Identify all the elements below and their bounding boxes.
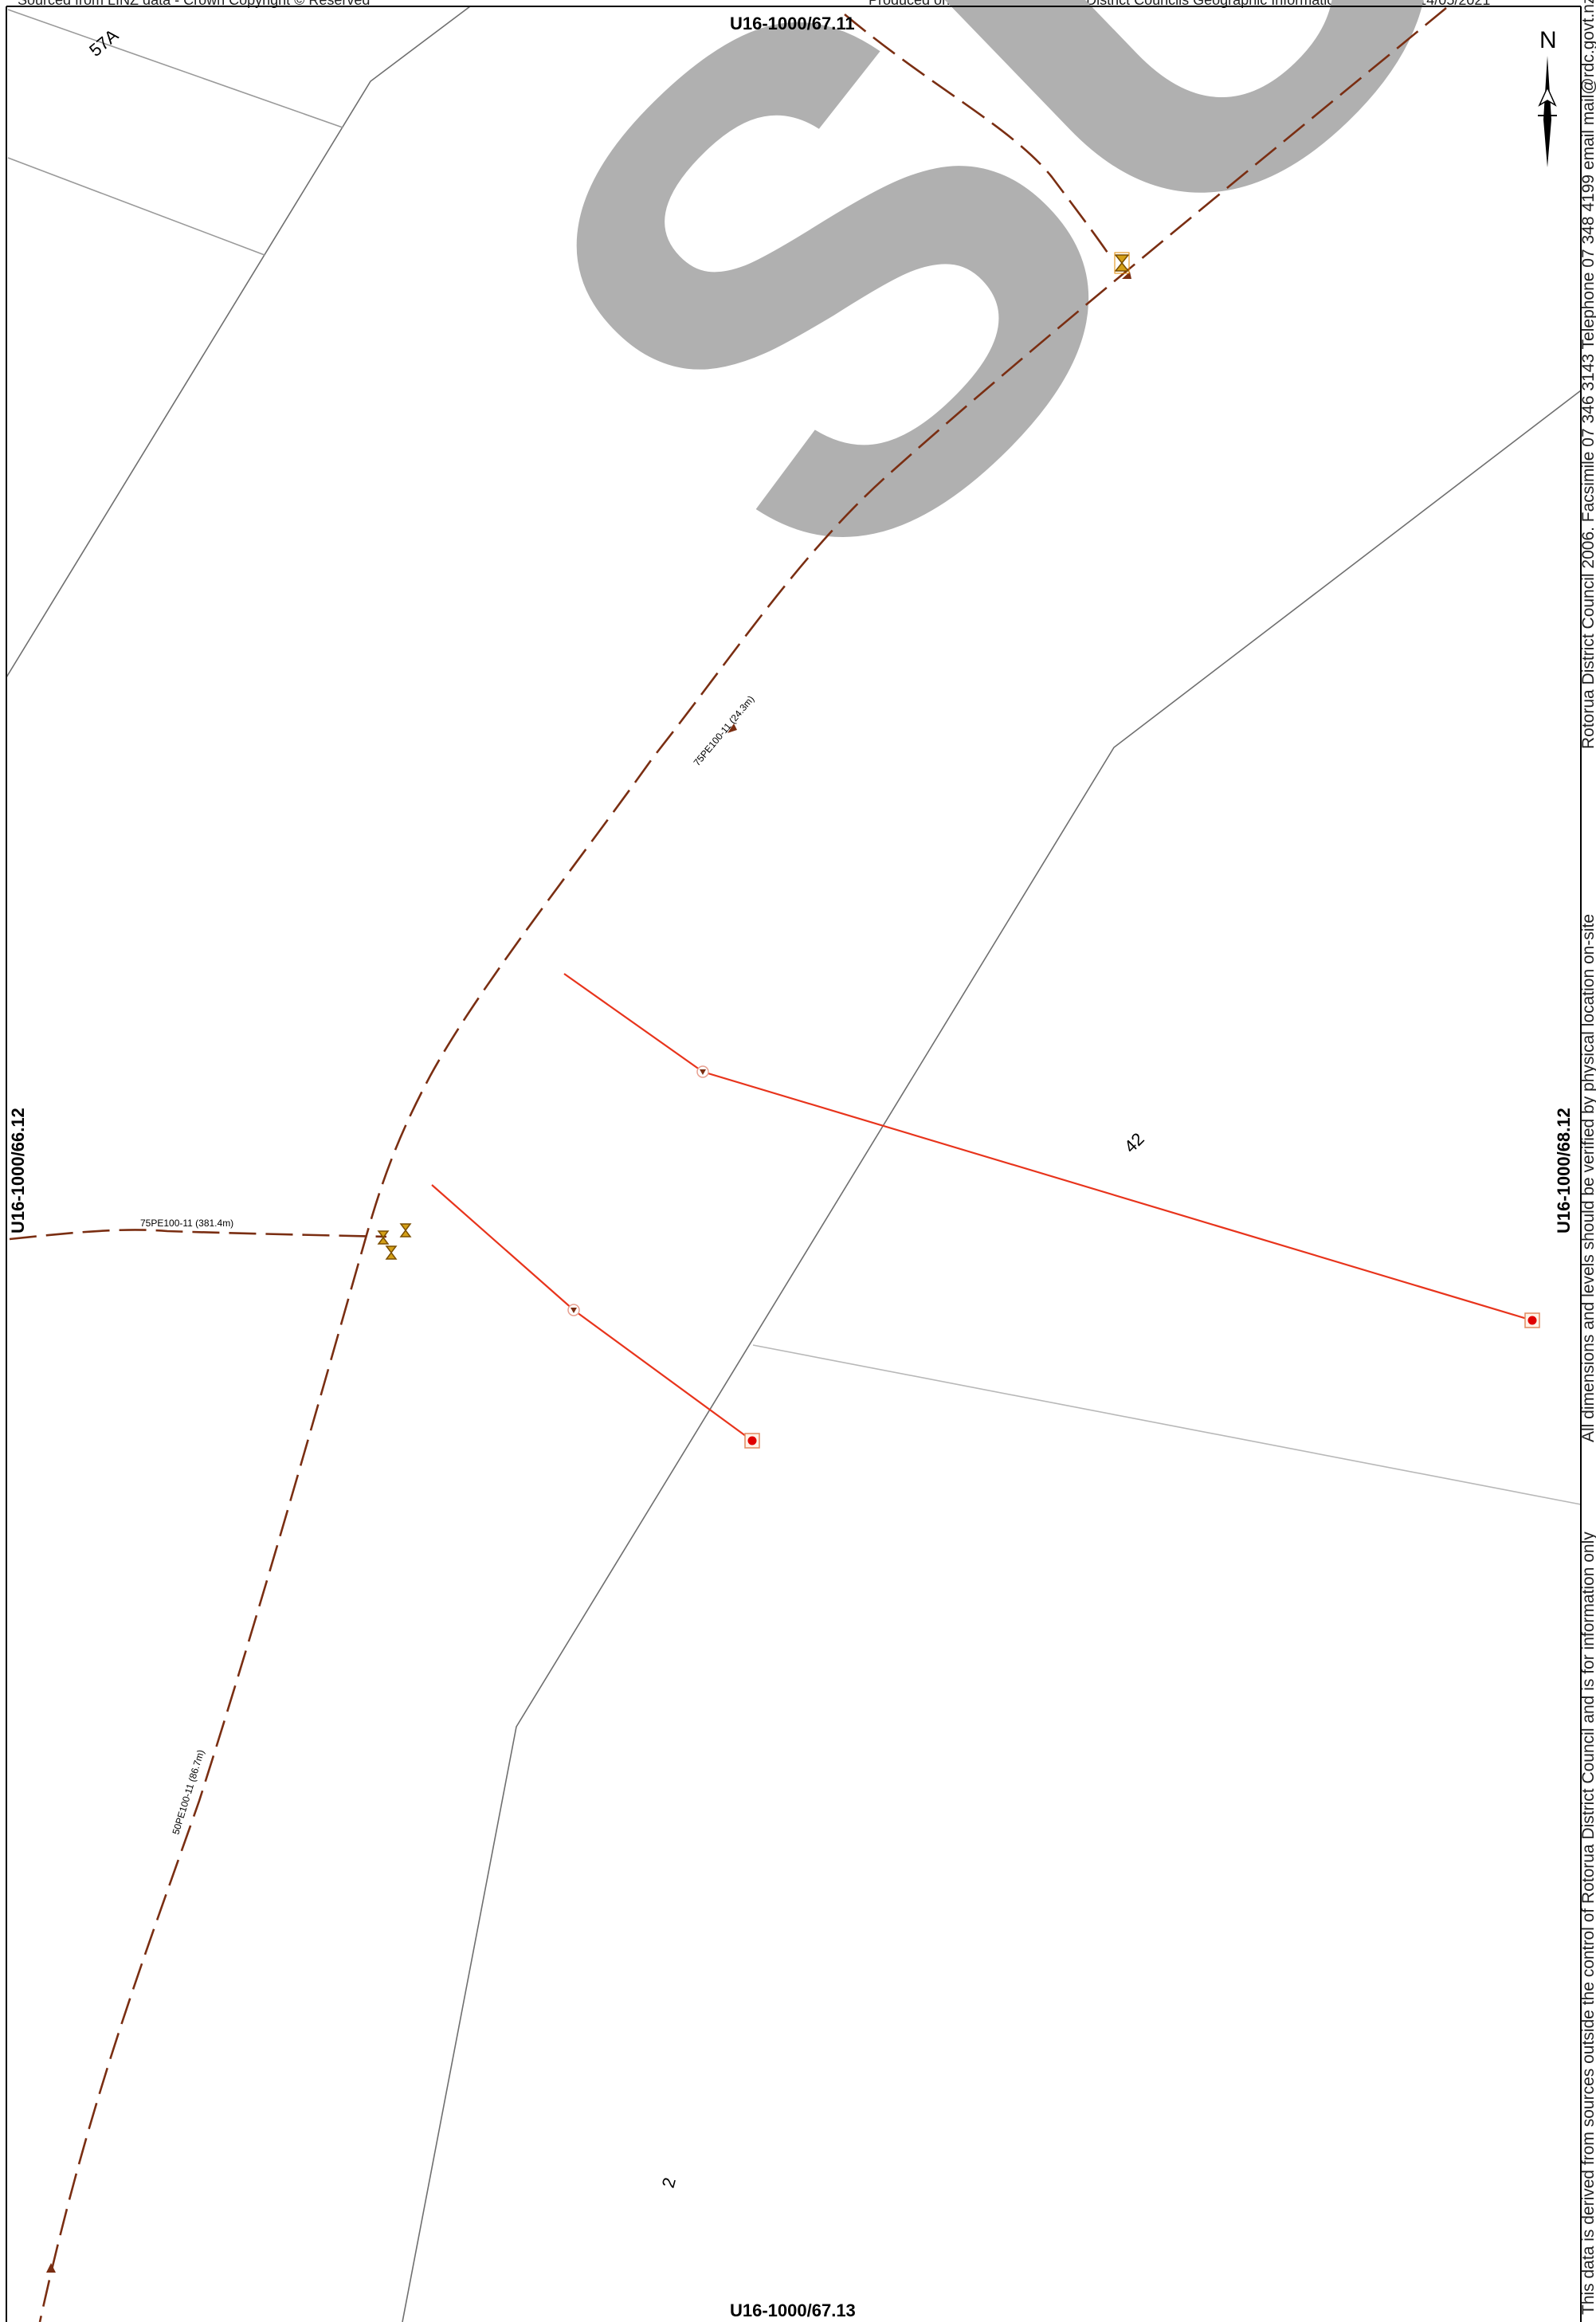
sheet-label-bottom: U16-1000/67.13 xyxy=(730,2300,856,2320)
meter-icon xyxy=(744,1433,760,1449)
meter-icon xyxy=(1524,1312,1540,1328)
north-arrow-icon xyxy=(1538,56,1557,167)
sheet-label-top: U16-1000/67.11 xyxy=(730,14,855,33)
pipe-label-west-branch: 75PE100-11 (381.4m) xyxy=(140,1218,233,1229)
parcel-boundary-central xyxy=(402,390,1582,2322)
flow-arrows xyxy=(46,272,1131,2273)
pipe-label-main-north: 75PE100-11 (24.3m) xyxy=(692,693,757,768)
parcel-boundary-42-south xyxy=(752,1344,1582,1505)
watermark: SUI xyxy=(388,0,1596,721)
watermark-text: SUI xyxy=(388,0,1596,721)
sheet-label-right: U16-1000/68.12 xyxy=(1554,1108,1574,1234)
tobies xyxy=(567,1065,709,1316)
flow-arrow xyxy=(46,2263,56,2273)
service-line-42 xyxy=(563,973,1533,1322)
disclaimer-upper: Rotorua District Council 2006. Facsimile… xyxy=(1579,0,1596,749)
disclaimer-lower: This data is derived from sources outsid… xyxy=(1579,1532,1596,2315)
water-main-line xyxy=(38,6,1447,2322)
parcel-boundary-57a-north xyxy=(7,9,343,128)
service-lines xyxy=(431,973,1533,1441)
parcel-boundaries xyxy=(6,6,1582,2322)
service-line-2 xyxy=(431,1184,753,1441)
produced-note: Produced on GRS INFO, Rotorua District C… xyxy=(869,0,1490,8)
copyright-note: Sourced from LINZ data - Crown Copyright… xyxy=(18,0,370,8)
valve-icon xyxy=(1114,252,1130,274)
parcel-boundary-west xyxy=(6,6,471,678)
map-frame xyxy=(6,6,1582,2322)
toby-icon xyxy=(696,1065,709,1078)
parcel-label-57a: 57A xyxy=(85,25,122,61)
north-arrow: N xyxy=(1538,27,1557,167)
valves xyxy=(377,252,1130,1260)
water-meters xyxy=(744,1312,1540,1449)
valve-icon xyxy=(399,1223,412,1237)
sheet-label-left: U16-1000/66.12 xyxy=(8,1108,28,1234)
valve-icon xyxy=(385,1245,398,1260)
parcel-label-2: 2 xyxy=(658,2175,680,2190)
north-arrow-label: N xyxy=(1539,27,1557,53)
water-main xyxy=(9,6,1447,2322)
parcel-boundary-57a-south xyxy=(7,157,265,256)
water-main-west-branch xyxy=(9,1229,387,1241)
parcel-label-42: 42 xyxy=(1120,1129,1148,1157)
water-main-north-spur xyxy=(844,14,1111,256)
valve-icon xyxy=(377,1230,390,1245)
toby-icon xyxy=(567,1304,580,1316)
disclaimer-middle: All dimensions and levels should be veri… xyxy=(1579,914,1596,1442)
flow-arrow xyxy=(727,724,737,733)
